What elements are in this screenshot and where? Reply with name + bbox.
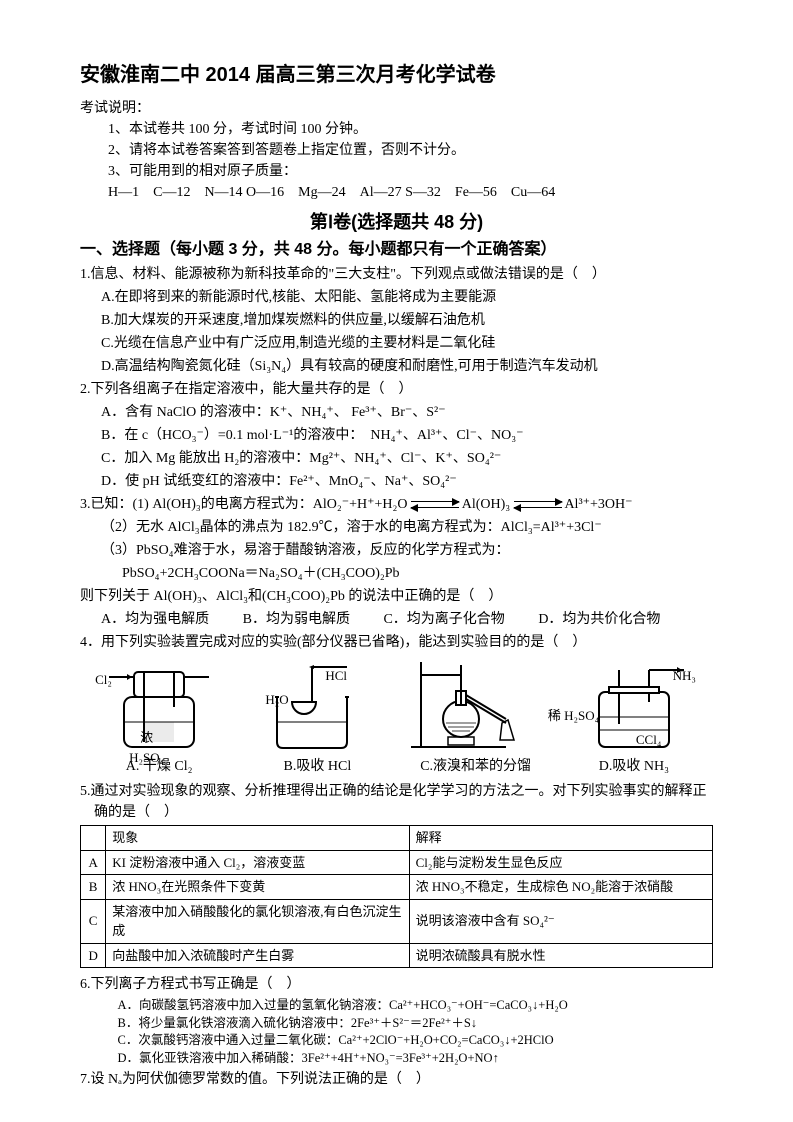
q3-stem-c: Al³⁺+3OH⁻ [564,497,632,512]
q5-rowC-expl: 说明该溶液中含有 SO₄²⁻ [409,899,712,943]
q6-optB: B．将少量氯化铁溶液滴入硫化钠溶液中：2Fe³⁺＋S²⁻＝2Fe²⁺＋S↓ [118,1015,714,1033]
q3-line3: （3）PbSO₄难溶于水，易溶于醋酸钠溶液，反应的化学方程式为： [101,540,713,561]
q2-optA: A．含有 NaClO 的溶液中：K⁺、NH₄⁺、 Fe³⁺、Br⁻、S²⁻ [101,402,713,423]
q5-rowB-phen: 浓 HNO₃在光照条件下变黄 [106,875,409,900]
q5-hdr2: 解释 [409,826,712,851]
exam-title: 安徽淮南二中 2014 届高三第三次月考化学试卷 [80,60,713,90]
q4-diagram-B: HCl H₂O [257,662,367,752]
q5-hdr1: 现象 [106,826,409,851]
q2-stem: 2.下列各组离子在指定溶液中，能大量共存的是（ ） [80,379,713,400]
q1-optC: C.光缆在信息产业中有广泛应用,制造光缆的主要材料是二氧化硅 [101,333,713,354]
q7-stem: 7.设 Nₐ为阿伏伽德罗常数的值。下列说法正确的是（ ） [80,1069,713,1090]
part1-heading: 第Ⅰ卷(选择题共 48 分) [80,209,713,236]
q5-rowD-phen: 向盐酸中加入浓硫酸时产生白雾 [106,943,409,968]
d4-liq-label: 稀 H₂SO₄ [548,706,599,726]
instructions-head: 考试说明： [80,98,713,119]
q1-optB: B.加大煤炭的开采速度,增加煤炭燃料的供应量,以缓解石油危机 [101,310,713,331]
d2-gas-label: HCl [325,666,347,686]
q5-rowD-key: D [81,943,106,968]
q5-rowB-expl: 浓 HNO₃不稳定，生成棕色 NO₂能溶于浓硝酸 [409,875,712,900]
d1-liq-label: 浓 H₂SO₄ [129,728,164,767]
equilibrium-arrow-icon [411,500,459,510]
q5-rowA-expl: Cl₂能与淀粉发生显色反应 [409,850,712,875]
d4-bottom-label: CCl₄ [636,730,662,750]
q3-options: A．均为强电解质 B．均为弱电解质 C．均为离子化合物 D．均为共价化合物 [101,609,713,630]
q5-rowD: D 向盐酸中加入浓硫酸时产生白雾 说明浓硫酸具有脱水性 [81,943,713,968]
q3-optA: A．均为强电解质 [101,609,209,630]
q3-optB: B．均为弱电解质 [243,609,350,630]
q4-diagram-A: Cl₂ 浓 H₂SO₄ [99,662,219,752]
q5-rowA-key: A [81,850,106,875]
q3-optD: D．均为共价化合物 [538,609,660,630]
instr-4-atomic-mass: H—1 C—12 N—14 O—16 Mg—24 Al—27 S—32 Fe—5… [108,182,713,203]
q3-optC: C．均为离子化合物 [383,609,504,630]
q5-rowA-phen: KI 淀粉溶液中通入 Cl₂，溶液变蓝 [106,850,409,875]
q4-diagram-D: NH₃ 稀 H₂SO₄ CCl₄ [564,662,694,752]
q5-rowB-key: B [81,875,106,900]
q1-optA: A.在即将到来的新能源时代,核能、太阳能、氢能将成为主要能源 [101,287,713,308]
equilibrium-arrow-icon [514,500,562,510]
instr-2: 2、请将本试卷答案答到答题卷上指定位置，否则不计分。 [108,140,713,161]
d1-gas-label: Cl₂ [95,670,112,690]
q4-captions: A. 干燥 Cl₂ B.吸收 HCl C.液溴和苯的分馏 D.吸收 NH₃ [80,756,713,777]
q5-rowA: A KI 淀粉溶液中通入 Cl₂，溶液变蓝 Cl₂能与淀粉发生显色反应 [81,850,713,875]
q5-stem: 5.通过对实验现象的观察、分析推理得出正确的结论是化学学习的方法之一。对下列实验… [80,781,713,823]
instr-3: 3、可能用到的相对原子质量： [108,161,713,182]
q5-hdr-blank [81,826,106,851]
q4-capB: B.吸收 HCl [238,756,396,777]
q4-capD: D.吸收 NH₃ [555,756,713,777]
q4-stem: 4．用下列实验装置完成对应的实验(部分仪器已省略)，能达到实验目的的是（ ） [80,632,713,653]
q3-line5: 则下列关于 Al(OH)₃、AlCl₃和(CH₃COO)₂Pb 的说法中正确的是… [80,586,713,607]
q3-stem-b: Al(OH)₃ [462,497,510,512]
q1-optD: D.高温结构陶瓷氮化硅（Si₃N₄）具有较高的硬度和耐磨性,可用于制造汽车发动机 [101,356,713,377]
q2-optC: C．加入 Mg 能放出 H₂的溶液中：Mg²⁺、NH₄⁺、Cl⁻、K⁺、SO₄²… [101,448,713,469]
q3-line2: （2）无水 AlCl₃晶体的沸点为 182.9℃，溶于水的电离方程式为：AlCl… [101,517,713,538]
q4-diagrams-row: Cl₂ 浓 H₂SO₄ HCl H₂O [80,657,713,752]
q6-optC: C．次氯酸钙溶液中通入过量二氧化碳：Ca²⁺+2ClO⁻+H₂O+CO₂=CaC… [118,1032,714,1050]
q2-optD: D．使 pH 试纸变红的溶液中：Fe²⁺、MnO₄⁻、Na⁺、SO₄²⁻ [101,471,713,492]
q5-rowC-key: C [81,899,106,943]
section1-heading: 一、选择题（每小题 3 分，共 48 分。每小题都只有一个正确答案） [80,238,713,262]
instr-1: 1、本试卷共 100 分，考试时间 100 分钟。 [108,119,713,140]
q5-rowD-expl: 说明浓硫酸具有脱水性 [409,943,712,968]
q3-stem: 3.已知：(1) Al(OH)₃的电离方程式为：AlO₂⁻+H⁺+H₂O Al(… [80,494,713,515]
q2-optB: B．在 c（HCO₃⁻）=0.1 mol·L⁻¹的溶液中： NH₄⁺、Al³⁺、… [101,425,713,446]
q3-stem-a: 3.已知：(1) Al(OH)₃的电离方程式为：AlO₂⁻+H⁺+H₂O [80,497,408,512]
d2-water-label: H₂O [265,690,288,710]
q1-stem: 1.信息、材料、能源被称为新科技革命的"三大支柱"。下列观点或做法错误的是（ ） [80,264,713,285]
q5-rowB: B 浓 HNO₃在光照条件下变黄 浓 HNO₃不稳定，生成棕色 NO₂能溶于浓硝… [81,875,713,900]
q4-diagram-C [406,657,526,752]
d4-gas-label: NH₃ [673,666,696,686]
q6-optA: A．向碳酸氢钙溶液中加入过量的氢氧化钠溶液：Ca²⁺+HCO₃⁻+OH⁻=CaC… [118,997,714,1015]
q5-rowC: C 某溶液中加入硝酸酸化的氯化钡溶液,有白色沉淀生成 说明该溶液中含有 SO₄²… [81,899,713,943]
q6-optD: D．氯化亚铁溶液中加入稀硝酸：3Fe²⁺+4H⁺+NO₃⁻=3Fe³⁺+2H₂O… [118,1050,714,1068]
q3-line4: PbSO₄+2CH₃COONa＝Na₂SO₄＋(CH₃COO)₂Pb [122,563,713,584]
q6-stem: 6.下列离子方程式书写正确是（ ） [80,974,713,995]
q5-rowC-phen: 某溶液中加入硝酸酸化的氯化钡溶液,有白色沉淀生成 [106,899,409,943]
q4-capC: C.液溴和苯的分馏 [397,756,555,777]
q5-table: 现象 解释 A KI 淀粉溶液中通入 Cl₂，溶液变蓝 Cl₂能与淀粉发生显色反… [80,825,713,968]
